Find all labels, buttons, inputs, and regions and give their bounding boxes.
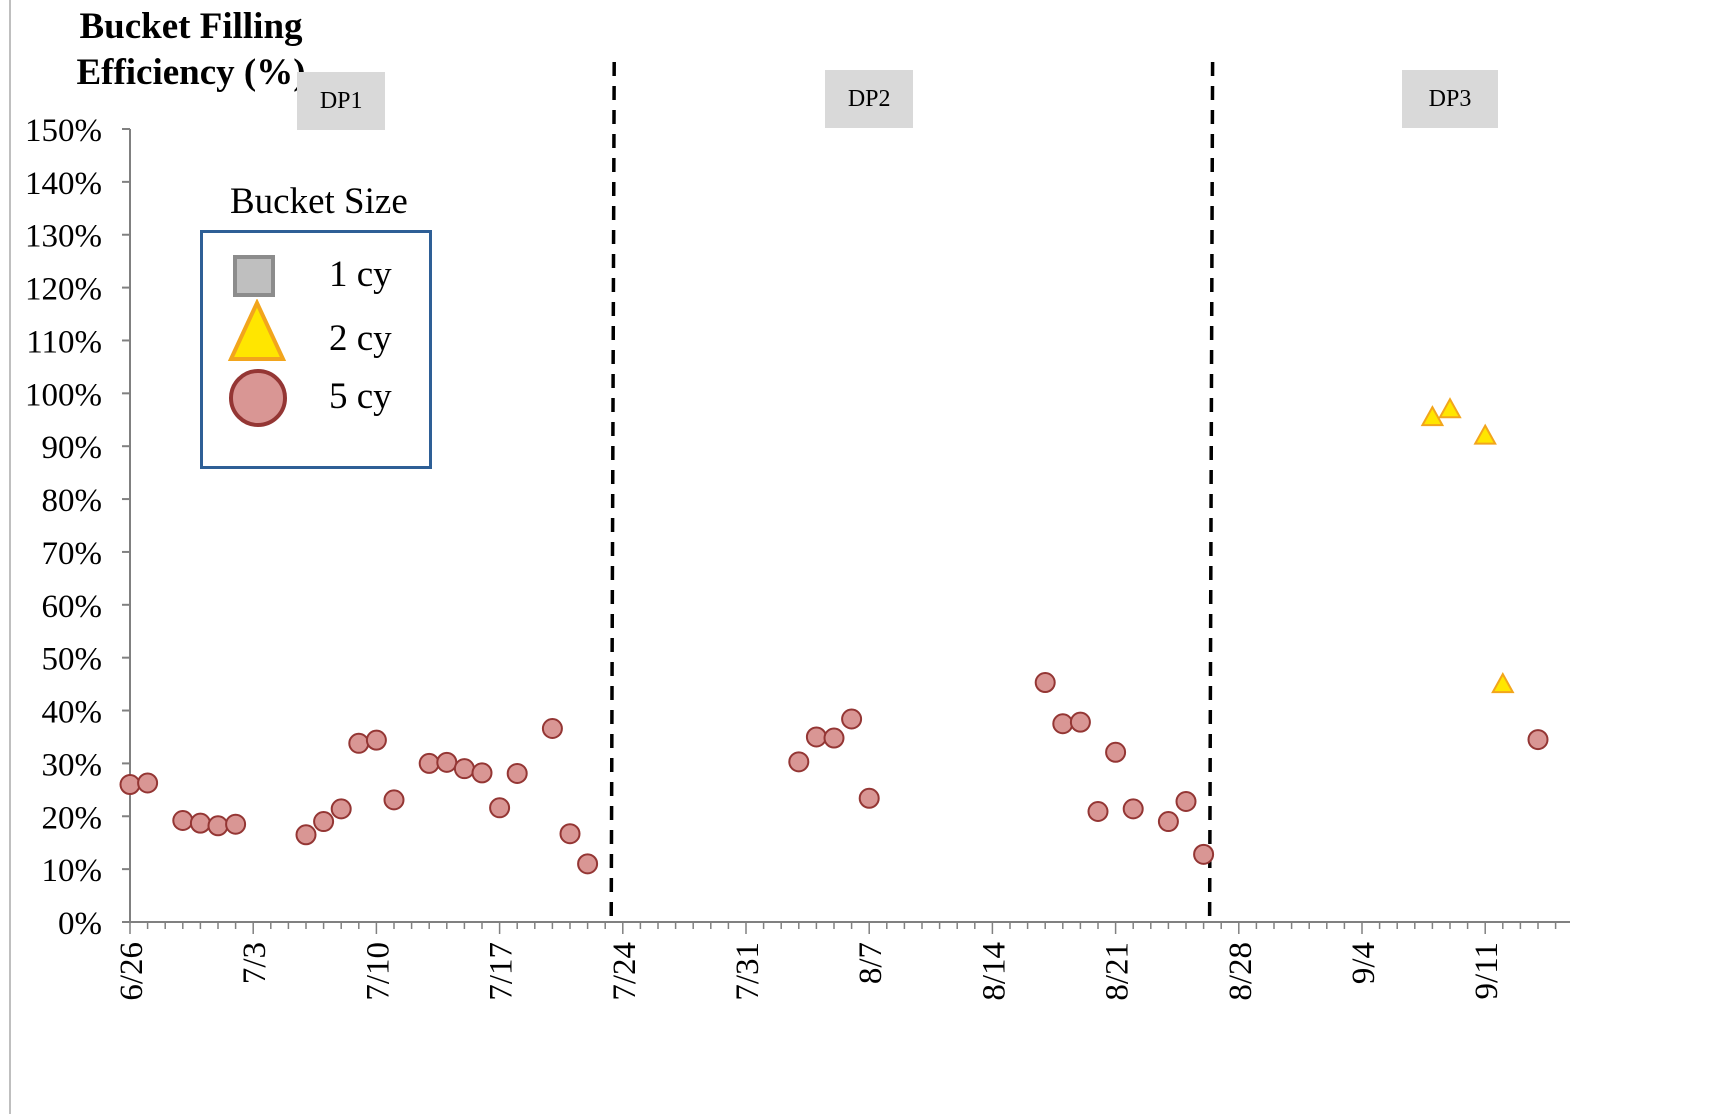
- data-point-5cy: [1069, 711, 1091, 733]
- phase-label-dp2: DP2: [825, 70, 914, 128]
- data-point-5cy: [330, 798, 352, 820]
- y-tick-label: 150%: [25, 113, 102, 149]
- y-axis-title-line-2: Efficiency (%): [76, 52, 306, 93]
- data-point-5cy: [788, 751, 810, 773]
- y-tick-label: 110%: [26, 324, 102, 360]
- data-point-5cy: [365, 729, 387, 751]
- data-point-2cy: [1473, 423, 1497, 445]
- data-point-5cy: [436, 751, 458, 773]
- y-tick-label: 10%: [42, 853, 103, 889]
- y-tick-label: 140%: [25, 166, 102, 202]
- data-point-5cy: [506, 762, 528, 784]
- x-tick-label: 8/28: [1223, 942, 1259, 1001]
- phase-divider-line: [1207, 61, 1215, 923]
- phase-divider-line: [609, 61, 616, 923]
- legend-label-2cy: 2 cy: [329, 318, 392, 359]
- data-point-5cy: [1105, 741, 1127, 763]
- data-point-5cy: [471, 762, 493, 784]
- y-tick-label: 40%: [42, 695, 103, 731]
- legend: 1 cy 2 cy 5 cy: [200, 230, 432, 469]
- legend-label-1cy: 1 cy: [329, 254, 392, 295]
- data-point-5cy: [1122, 798, 1144, 820]
- x-tick-label: 7/10: [360, 942, 396, 1001]
- data-point-5cy: [313, 811, 335, 833]
- x-tick-label: 8/21: [1100, 942, 1136, 1001]
- y-tick-label: 130%: [25, 219, 102, 255]
- y-axis-title-line-1: Bucket Filling: [79, 6, 303, 47]
- data-point-5cy: [418, 752, 440, 774]
- data-point-5cy: [823, 727, 845, 749]
- data-point-5cy: [189, 812, 211, 834]
- x-tick-label: 7/24: [607, 942, 643, 1001]
- y-tick-label: 90%: [42, 430, 103, 466]
- data-point-2cy: [1420, 405, 1445, 427]
- x-tick-label: 9/4: [1346, 942, 1382, 984]
- data-point-5cy: [137, 772, 159, 794]
- data-point-5cy: [225, 813, 247, 835]
- y-tick-label: 80%: [42, 483, 103, 519]
- data-point-5cy: [1052, 713, 1074, 735]
- legend-triangle-marker: [227, 299, 287, 361]
- x-tick-label: 9/11: [1469, 942, 1505, 999]
- data-point-5cy: [1157, 811, 1179, 833]
- y-tick-label: 120%: [25, 272, 102, 308]
- data-point-5cy: [1087, 801, 1109, 823]
- legend-circle-marker: [229, 369, 287, 427]
- x-tick-label: 8/7: [853, 942, 889, 984]
- data-point-5cy: [119, 774, 141, 796]
- data-point-5cy: [1527, 729, 1549, 751]
- y-tick-label: 20%: [42, 800, 103, 836]
- data-point-5cy: [207, 815, 229, 837]
- data-point-2cy: [1491, 672, 1515, 694]
- data-point-5cy: [1034, 672, 1056, 694]
- y-tick-label: 0%: [58, 906, 102, 942]
- data-point-5cy: [348, 732, 370, 754]
- x-tick-label: 7/3: [237, 942, 273, 984]
- y-tick-label: 70%: [42, 536, 103, 572]
- y-axis-title: Bucket Filling Efficiency (%): [56, 4, 326, 96]
- data-point-5cy: [383, 789, 405, 811]
- data-point-5cy: [559, 823, 581, 845]
- data-point-2cy: [1438, 397, 1462, 419]
- legend-item-1cy: 1 cy: [203, 245, 433, 305]
- x-tick-label: 8/14: [976, 942, 1012, 1001]
- data-point-5cy: [1193, 843, 1215, 865]
- data-point-5cy: [295, 824, 317, 846]
- data-point-5cy: [541, 718, 563, 740]
- legend-item-2cy: 2 cy: [203, 299, 433, 369]
- legend-title: Bucket Size: [230, 181, 408, 222]
- data-point-5cy: [453, 758, 475, 780]
- y-tick-label: 30%: [42, 747, 103, 783]
- y-tick-label: 50%: [42, 642, 103, 678]
- phase-label-dp3: DP3: [1402, 70, 1498, 128]
- data-point-5cy: [172, 809, 194, 831]
- data-point-5cy: [858, 787, 880, 809]
- chart-frame-left-edge: [9, 0, 11, 1114]
- x-tick-label: 7/17: [484, 942, 520, 1001]
- data-point-5cy: [841, 708, 863, 730]
- data-point-5cy: [489, 797, 511, 819]
- phase-label-dp1: DP1: [297, 72, 386, 130]
- data-point-5cy: [577, 853, 599, 875]
- data-point-5cy: [805, 726, 827, 748]
- data-point-5cy: [1175, 790, 1197, 812]
- legend-square-marker: [233, 255, 275, 297]
- x-tick-label: 6/26: [114, 942, 150, 1001]
- legend-item-5cy: 5 cy: [203, 369, 433, 433]
- x-tick-label: 7/31: [730, 942, 766, 1001]
- y-tick-label: 100%: [25, 377, 102, 413]
- legend-label-5cy: 5 cy: [329, 376, 392, 417]
- y-tick-label: 60%: [42, 589, 103, 625]
